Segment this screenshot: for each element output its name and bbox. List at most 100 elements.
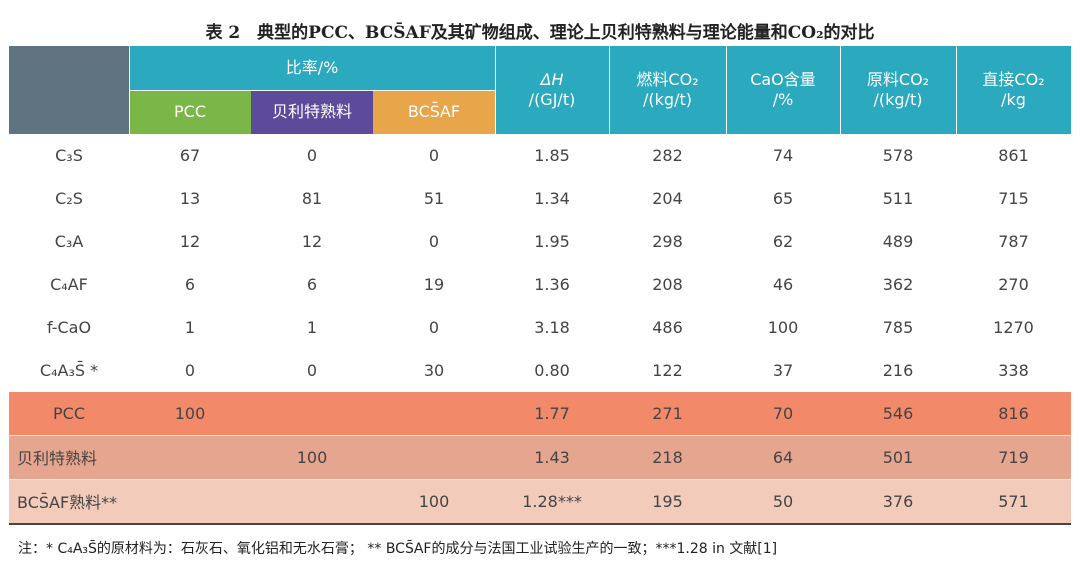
cell-bcsaf: 0	[428, 232, 440, 251]
cell-pcc: 13	[179, 189, 201, 208]
header-direct-co2-label: 直接CO₂	[982, 70, 1045, 89]
cell-cao: 62	[772, 232, 794, 251]
cell-bcsaf: 19	[423, 275, 445, 294]
cell-direct: 1270	[993, 318, 1034, 337]
cell-dh: 1.85	[534, 146, 570, 165]
cell-label: PCC	[53, 404, 85, 423]
cell-belite: 81	[301, 189, 323, 208]
cell-fuel: 204	[652, 189, 683, 208]
cell-fuel: 486	[652, 318, 683, 337]
cell-bcsaf: 0	[428, 318, 440, 337]
cell-bcsaf	[373, 435, 495, 479]
summary-row-band	[9, 479, 1071, 523]
cell-bcsaf: 0	[428, 146, 440, 165]
cell-direct: 715	[998, 189, 1029, 208]
cell-direct: 861	[998, 146, 1029, 165]
table-note: 注：* C₄A₃S̄的原材料为：石灰石、氧化铝和无水石膏； ** BCS̄AF的…	[18, 541, 778, 557]
cell-pcc: 1	[184, 318, 196, 337]
cell-label: f-CaO	[46, 318, 92, 337]
cell-bcsaf: 30	[423, 361, 445, 380]
cell-cao: 74	[772, 146, 794, 165]
cell-raw: 501	[882, 447, 914, 467]
header-cao: CaO含量 /%	[726, 46, 840, 134]
table-bottom-rule	[9, 523, 1071, 525]
header-belite: 贝利特熟料	[251, 90, 373, 134]
cell-fuel: 298	[652, 232, 683, 251]
header-direct-co2: 直接CO₂ /kg	[956, 46, 1071, 134]
cell-raw: 489	[882, 232, 914, 251]
cell-raw: 546	[882, 404, 914, 423]
cell-belite: 0	[306, 146, 318, 165]
cell-direct: 787	[998, 232, 1029, 251]
cell-pcc: 100	[174, 404, 206, 423]
cell-raw: 785	[882, 318, 914, 337]
cell-label: C₃A	[54, 232, 84, 251]
cell-direct: 719	[998, 447, 1029, 467]
cell-belite: 1	[306, 318, 318, 337]
header-dh-unit: /(GJ/t)	[528, 90, 576, 109]
cell-cao: 50	[772, 491, 794, 511]
header-bcsaf: BCS̄AF	[373, 90, 495, 134]
cell-cao: 70	[772, 404, 794, 423]
header-corner	[9, 46, 129, 134]
cell-label: C₄A₃S̄ *	[39, 361, 99, 380]
cell-pcc: 0	[184, 361, 196, 380]
cell-pcc: 67	[179, 146, 201, 165]
cell-direct: 571	[998, 491, 1029, 511]
cell-dh: 1.43	[534, 447, 570, 467]
cell-belite: 6	[306, 275, 318, 294]
header-cao-label: CaO含量	[750, 70, 816, 89]
cell-cao: 65	[772, 189, 794, 208]
cell-dh: 1.36	[534, 275, 570, 294]
cell-dh: 0.80	[534, 361, 570, 380]
cell-pcc	[129, 479, 251, 523]
summary-row-band	[9, 435, 1071, 479]
cell-bcsaf: 100	[418, 491, 450, 511]
cell-fuel: 208	[652, 275, 683, 294]
cell-cao: 100	[767, 318, 799, 337]
cell-dh: 1.95	[534, 232, 570, 251]
cell-cao: 64	[772, 447, 794, 467]
cell-raw: 362	[882, 275, 914, 294]
cell-raw: 216	[882, 361, 914, 380]
header-direct-co2-unit: /kg	[1001, 90, 1026, 109]
header-dh-symbol: ΔH	[540, 70, 564, 89]
cell-label: C₄AF	[50, 275, 88, 294]
cell-direct: 270	[998, 275, 1029, 294]
cell-fuel: 195	[652, 491, 683, 511]
header-fuel-co2-label: 燃料CO₂	[636, 70, 699, 89]
header-fuel-co2-unit: /(kg/t)	[643, 90, 692, 109]
header-ratio-group: 比率/%	[129, 46, 495, 90]
cell-fuel: 122	[652, 361, 683, 380]
cell-dh: 1.28***	[522, 491, 582, 511]
row-divider	[9, 479, 1071, 480]
header-fuel-co2: 燃料CO₂ /(kg/t)	[609, 46, 726, 134]
cell-cao: 46	[772, 275, 794, 294]
cell-direct: 816	[998, 404, 1029, 423]
header-pcc: PCC	[129, 90, 251, 134]
header-dh: ΔH /(GJ/t)	[495, 46, 609, 134]
cell-fuel: 282	[652, 146, 683, 165]
cell-raw: 511	[882, 189, 914, 208]
cell-fuel: 271	[652, 404, 683, 423]
cell-cao: 37	[772, 361, 794, 380]
cell-bcsaf	[373, 392, 495, 435]
header-raw-co2-unit: /(kg/t)	[873, 90, 923, 109]
header-raw-co2: 原料CO₂ /(kg/t)	[840, 46, 956, 134]
cell-raw: 578	[882, 146, 914, 165]
cell-belite: 12	[301, 232, 323, 251]
cell-belite: 0	[306, 361, 318, 380]
cell-direct: 338	[998, 361, 1029, 380]
cell-label: 贝利特熟料	[17, 449, 98, 468]
cell-raw: 376	[882, 491, 914, 511]
table-title: 表 2 典型的PCC、BCS̄AF及其矿物组成、理论上贝利特熟料与理论能量和CO…	[205, 23, 875, 43]
cell-fuel: 218	[652, 447, 683, 467]
cell-belite	[251, 392, 373, 435]
cell-bcsaf: 51	[423, 189, 445, 208]
cell-pcc: 12	[179, 232, 201, 251]
header-cao-unit: /%	[772, 90, 794, 109]
cell-belite	[251, 479, 373, 523]
cell-belite: 100	[296, 447, 328, 467]
cell-dh: 1.34	[534, 189, 570, 208]
cell-dh: 3.18	[534, 318, 570, 337]
